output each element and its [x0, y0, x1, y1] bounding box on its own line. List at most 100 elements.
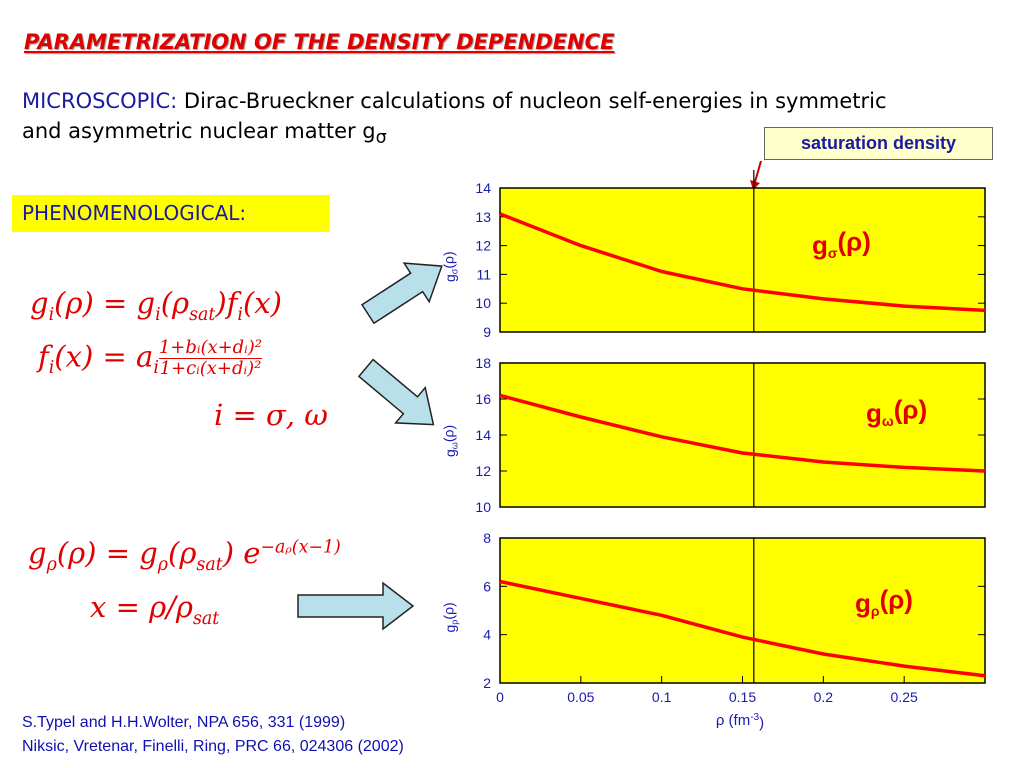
y-tick-label: 6 [483, 578, 491, 594]
arrow [297, 581, 415, 631]
label: gσ(ρ) [441, 251, 460, 282]
x-tick-label: 0.05 [567, 689, 594, 705]
label-part: g [442, 274, 458, 282]
formula-text: g [28, 536, 47, 570]
formula-text: )f [215, 286, 238, 320]
label-part: ω [450, 442, 460, 449]
label: gρ(ρ) [855, 584, 913, 619]
label-part: g [442, 625, 458, 633]
subscript: sat [189, 304, 216, 325]
microscopic-text: Dirac-Brueckner calculations of nucleon … [22, 89, 887, 143]
subscript: sat [192, 608, 220, 629]
superscript: −aᵨ(x−1) [260, 537, 341, 558]
label-part: (ρ) [441, 251, 457, 268]
formula-text: (x) [242, 286, 282, 320]
x-tick-label: 0.15 [729, 689, 756, 705]
formula: fi(x) = ai 1+bᵢ(x+dᵢ)² 1+cᵢ(x+dᵢ)² [38, 337, 263, 379]
subscript: i [48, 358, 55, 379]
y-tick-label: 9 [483, 324, 491, 340]
y-tick-label: 18 [475, 355, 491, 371]
annotation: saturation density [764, 127, 993, 160]
y-tick-label: 8 [483, 530, 491, 546]
denominator: 1+cᵢ(x+dᵢ)² [159, 357, 262, 379]
label-part: g [812, 230, 828, 260]
y-tick-label: 4 [483, 627, 491, 643]
subscript: ρ [46, 554, 57, 575]
formula-text: ) e [222, 536, 261, 570]
subscript: i [237, 304, 243, 325]
subscript: i [48, 304, 55, 325]
reference: S.Typel and H.H.Wolter, NPA 656, 331 (19… [22, 714, 346, 731]
y-tick-label: 2 [483, 675, 491, 691]
arrow [360, 262, 443, 325]
label-part: g [442, 449, 458, 457]
formula-text: (ρ) = g [54, 286, 156, 320]
subscript: ρ [157, 554, 169, 575]
formula-text: (ρ [160, 286, 190, 320]
y-tick-label: 12 [475, 463, 491, 479]
y-tick-label: 10 [475, 499, 491, 515]
subscript: i [155, 304, 161, 325]
label-part: ω [882, 413, 894, 429]
curve [499, 579, 986, 678]
x-tick-label: 0.25 [891, 689, 918, 705]
formula-text: (x) = a [54, 339, 154, 374]
label-part: ρ [871, 603, 880, 619]
formula-text: (ρ [168, 536, 197, 570]
plot-area [499, 362, 986, 508]
y-tick-label: 13 [475, 209, 491, 225]
label-part: g [855, 588, 871, 618]
label-part: (ρ) [441, 602, 457, 619]
subscript: sat [196, 554, 223, 575]
label-part: ρ (fm [716, 712, 750, 729]
label: gσ(ρ) [812, 226, 871, 261]
reference: Niksic, Vretenar, Finelli, Ring, PRC 66,… [22, 738, 404, 755]
plot-area [499, 537, 986, 684]
label: gω(ρ) [441, 425, 460, 457]
label-part: ) [759, 715, 764, 732]
label: ρ (fm-3) [716, 712, 764, 732]
arrows [297, 262, 443, 631]
title: PARAMETRIZATION OF THE DENSITY DEPENDENC… [24, 30, 615, 54]
phenomenological-label: PHENOMENOLOGICAL: [12, 195, 330, 232]
y-tick-label: 14 [475, 427, 491, 443]
annotation-arrow [754, 160, 762, 183]
y-tick-label: 16 [475, 391, 491, 407]
formula-text: f [38, 339, 49, 374]
y-tick-label: 10 [475, 295, 491, 311]
x-tick-label: 0.2 [814, 689, 834, 705]
microscopic-label: MICROSCOPIC: [22, 89, 178, 113]
label-part: (ρ) [894, 394, 927, 424]
formula: gρ(ρ) = gρ(ρsat) e−aᵨ(x−1) [28, 536, 341, 575]
fraction: 1+bᵢ(x+dᵢ)² 1+cᵢ(x+dᵢ)² [158, 337, 263, 379]
formula-text: i = σ, ω [214, 398, 328, 432]
x-tick-label: 0 [496, 689, 504, 705]
label: gω(ρ) [866, 394, 927, 429]
label-part: -3 [750, 712, 759, 723]
x-tick-label: 0.1 [652, 689, 672, 705]
numerator: 1+bᵢ(x+dᵢ)² [158, 337, 263, 359]
microscopic: MICROSCOPIC: Dirac-Brueckner calculation… [22, 86, 902, 153]
label-part: g [866, 398, 882, 428]
curve [499, 212, 986, 313]
formula-text: x = ρ/ρ [90, 590, 193, 624]
formula: i = σ, ω [214, 398, 328, 432]
arrow [357, 358, 435, 426]
label: gρ(ρ) [441, 602, 460, 632]
formula-text: g [30, 286, 49, 320]
formula: x = ρ/ρsat [90, 590, 219, 629]
y-tick-label: 12 [475, 238, 491, 254]
y-tick-label: 14 [475, 180, 491, 196]
curve [499, 393, 986, 473]
subscript: σ [375, 128, 387, 149]
label-part: σ [828, 245, 838, 261]
label-part: σ [450, 268, 460, 274]
label-part: (ρ) [441, 425, 457, 442]
subscript: i [153, 358, 159, 379]
label-part: (ρ) [837, 226, 870, 256]
label-part: (ρ) [880, 584, 913, 614]
y-tick-label: 11 [476, 266, 491, 282]
formula: gi(ρ) = gi(ρsat)fi(x) [30, 286, 282, 325]
